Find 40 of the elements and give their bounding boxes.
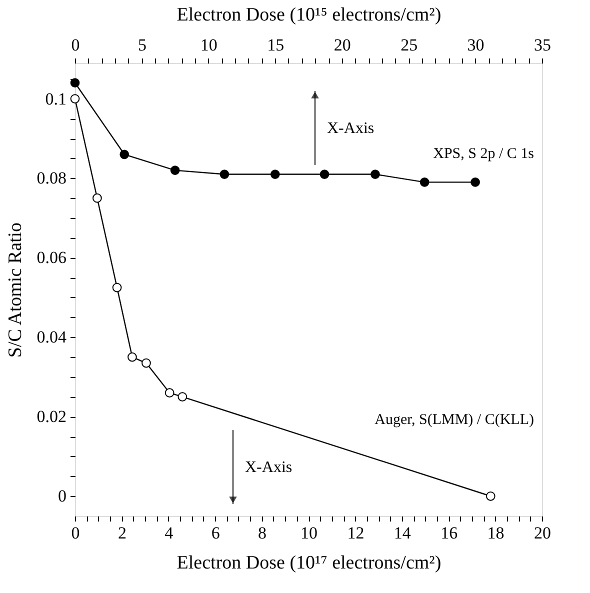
y-axis-title: S/C Atomic Ratio [4, 222, 26, 358]
x-axis-title: Electron Dose (10¹⁷ electrons/cm²) [176, 552, 442, 574]
y-tick-label: 0.04 [36, 328, 67, 347]
x2-tick-label: 25 [400, 36, 418, 54]
x-tick-label: 16 [440, 524, 458, 542]
point [92, 193, 102, 203]
point [486, 491, 496, 501]
x-tick-label: 12 [347, 524, 364, 542]
x-tick-label: 0 [71, 524, 80, 542]
x-tick-label: 4 [164, 524, 174, 542]
x-tick-label: 10 [300, 524, 318, 542]
y-tick-label: 0.02 [36, 407, 66, 426]
x-tick-label: 20 [534, 524, 551, 542]
point [70, 94, 80, 104]
x-tick-label: 18 [487, 524, 504, 542]
y-tick-label: 0.08 [36, 168, 66, 188]
point [128, 352, 137, 362]
x2-tick-label: 20 [334, 36, 351, 54]
x-tick-label: 8 [258, 524, 267, 542]
point [178, 392, 188, 402]
x2-tick-label: 0 [71, 36, 80, 54]
series-label: Auger, S(LMM) / C(KLL) [374, 412, 534, 428]
x2-tick-label: 35 [534, 36, 551, 54]
x2-tick-label: 30 [467, 36, 484, 54]
y-tick-label: 0.1 [45, 89, 66, 108]
y-tick-label: 0 [58, 486, 66, 506]
annotation: X-Axis [245, 459, 292, 476]
series-label: XPS, S 2p / C 1s [433, 146, 534, 162]
x-tick-label: 14 [394, 524, 412, 542]
x2-tick-label: 15 [267, 36, 284, 54]
point [142, 358, 151, 368]
point [112, 282, 122, 292]
x-tick-label: 6 [211, 524, 220, 542]
y-tick-label: 0.06 [36, 248, 66, 268]
annotation: X-Axis [327, 120, 374, 137]
x2-tick-label: 10 [200, 36, 218, 54]
point [164, 388, 174, 398]
x2-axis-title: Electron Dose (10¹⁵ electrons/cm²) [176, 4, 442, 26]
x-tick-label: 2 [118, 524, 126, 542]
x2-tick-label: 5 [138, 36, 146, 54]
